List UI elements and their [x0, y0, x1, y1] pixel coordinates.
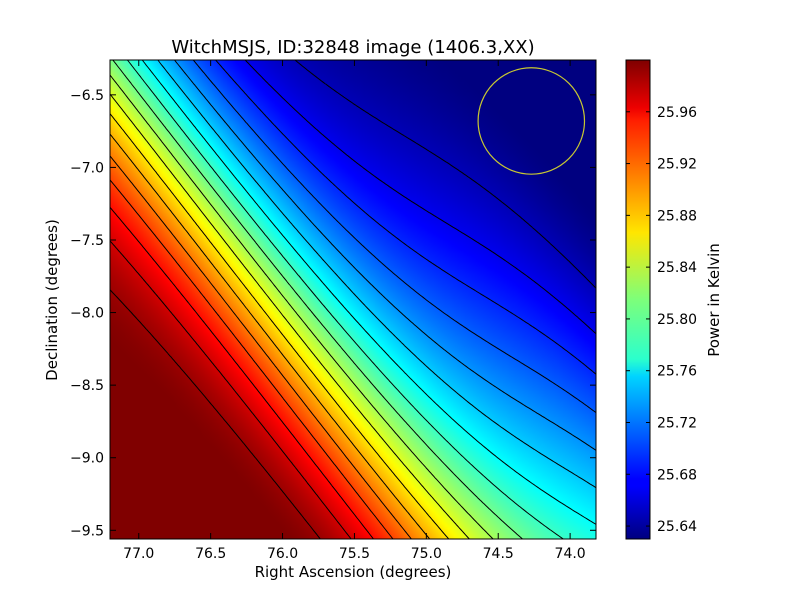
contour-line: [110, 155, 412, 539]
plot-frame: [109, 59, 597, 540]
beam-marker: [477, 67, 586, 175]
x-tick-label: 75.0: [411, 546, 442, 562]
contour-line: [110, 74, 494, 539]
colorbar-label: Power in Kelvin: [705, 243, 723, 357]
x-tick-label: 76.0: [267, 546, 298, 562]
contour-line: [110, 179, 394, 539]
x-tick-label: 74.5: [483, 546, 514, 562]
y-tick-label: −7.5: [70, 233, 104, 249]
colorbar-tick-label: 25.76: [657, 364, 697, 380]
colorbar-tick-label: 25.80: [657, 312, 697, 328]
colorbar-tick-label: 25.64: [657, 519, 697, 535]
y-tick-label: −9.5: [70, 523, 104, 539]
colorbar-tick-label: 25.84: [657, 260, 697, 276]
heatmap-image: [110, 60, 596, 539]
contour-lines: [110, 60, 596, 539]
x-tick-label: 75.5: [339, 546, 370, 562]
x-tick-label: 76.5: [195, 546, 226, 562]
plot-area: [110, 60, 596, 539]
colorbar-tick-label: 25.88: [657, 208, 697, 224]
colorbar-tick-label: 25.68: [657, 467, 697, 483]
x-axis-label: Right Ascension (degrees): [255, 563, 452, 581]
y-axis: −6.5 −7.0 −7.5 −8.0 −8.5 −9.0 −9.5: [70, 88, 596, 539]
y-tick-label: −9.0: [70, 451, 104, 467]
colorbar-tick-label: 25.72: [657, 415, 697, 431]
contour-line: [110, 240, 352, 539]
x-axis: 77.0 76.5 76.0 75.5 75.0 74.5 74.0: [123, 60, 586, 562]
colorbar-tick-label: 25.96: [657, 105, 697, 121]
x-tick-label: 77.0: [123, 546, 154, 562]
chart-title: WitchMSJS, ID:32848 image (1406.3,XX): [171, 37, 534, 58]
contour-line: [141, 60, 596, 525]
y-tick-label: −6.5: [70, 88, 104, 104]
contour-line: [110, 206, 374, 539]
y-tick-label: −8.0: [70, 306, 104, 322]
contour-line: [244, 60, 596, 335]
colorbar: [625, 59, 651, 540]
y-tick-label: −8.5: [70, 378, 104, 394]
y-tick-label: −7.0: [70, 160, 104, 176]
contour-line: [174, 60, 596, 451]
colorbar-ticks: 25.64 25.68 25.72 25.76 25.80 25.84 25.88 25.92…: [626, 105, 697, 535]
y-axis-label: Declination (degrees): [43, 219, 61, 381]
contour-line: [192, 60, 596, 414]
x-tick-label: 74.0: [555, 546, 586, 562]
colorbar-tick-label: 25.92: [657, 157, 697, 173]
